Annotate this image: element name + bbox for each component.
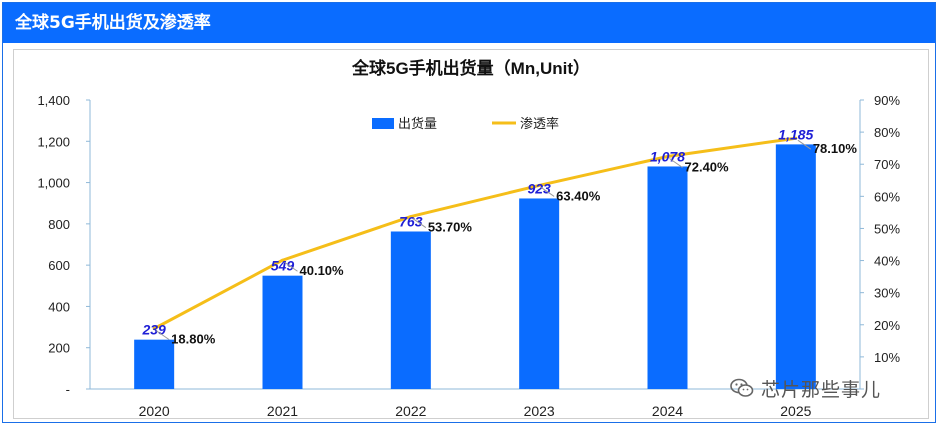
right-tick-label: 30% [874, 286, 900, 301]
bar [647, 166, 688, 389]
chart-area: 全球5G手机出货量（Mn,Unit） - 200 400 600 800 1,000 1,20… [13, 49, 929, 419]
bar-data-label: 549 [271, 258, 295, 274]
chart-frame: 全球5G手机出货及渗透率 全球5G手机出货量（Mn,Unit） - 200 400 60… [2, 2, 936, 423]
left-tick-label: 800 [48, 217, 70, 232]
right-tick-label: 50% [874, 221, 900, 236]
right-tick-label: 80% [874, 125, 900, 140]
left-tick-label: 600 [48, 258, 70, 273]
right-tick-label: 70% [874, 157, 900, 172]
line-series-path [153, 136, 797, 330]
line-data-label: 78.10% [813, 141, 858, 156]
bar-data-label: 923 [527, 180, 551, 196]
line-point [666, 155, 669, 159]
bar [134, 339, 175, 389]
legend-bar-swatch [372, 118, 394, 129]
bar-data-label: 763 [399, 213, 423, 229]
x-tick-label: 2025 [780, 403, 811, 418]
line-label-leader [540, 187, 555, 197]
right-tick-label: 10% [874, 350, 900, 365]
left-tick-label: 400 [48, 299, 70, 314]
line-data-label: 63.40% [556, 188, 601, 203]
left-tick-label: 1,000 [37, 176, 70, 191]
right-tick-label: 40% [874, 254, 900, 269]
line-data-label: 40.10% [300, 263, 345, 278]
bar-data-label: 1,185 [778, 126, 813, 142]
line-point [409, 215, 413, 219]
watermark-text: 芯片那些事儿 [761, 378, 882, 401]
left-tick-label: 1,200 [37, 134, 70, 149]
x-tick-label: 2024 [652, 403, 683, 418]
right-tick-label: 20% [874, 318, 900, 333]
bar [390, 231, 431, 389]
line-label-leader [669, 158, 683, 168]
line-data-label: 72.40% [685, 160, 730, 175]
x-tick-label: 2020 [139, 403, 170, 418]
left-tick-label: 1,400 [37, 93, 70, 108]
bar [262, 275, 303, 389]
chart-svg: 全球5G手机出货量（Mn,Unit） - 200 400 600 800 1,000 1,20… [37, 58, 900, 419]
bar [775, 144, 816, 389]
right-tick-label: 60% [874, 189, 900, 204]
legend-bar-label: 出货量 [398, 116, 437, 131]
left-tick-label: 200 [48, 341, 70, 356]
line-point [794, 136, 798, 140]
x-tick-label: 2023 [524, 403, 555, 418]
watermark: 芯片那些事儿 [729, 375, 881, 401]
bar [519, 198, 560, 389]
line-data-label: 18.80% [171, 332, 216, 347]
line-data-label: 53.70% [428, 220, 473, 235]
x-tick-label: 2021 [267, 403, 298, 418]
line-point [152, 327, 156, 331]
right-tick-label: 90% [874, 93, 900, 108]
bar-data-label: 1,078 [650, 148, 685, 164]
page-title: 全球5G手机出货及渗透率 [3, 3, 935, 43]
x-tick-label: 2022 [395, 403, 426, 418]
line-point [281, 258, 284, 262]
line-label-leader [284, 261, 298, 272]
line-label-leader [412, 218, 427, 228]
left-tick-label: - [66, 382, 70, 397]
legend-line-label: 渗透率 [520, 116, 559, 131]
line-label-leader [155, 330, 170, 341]
line-label-leader [797, 139, 812, 150]
wechat-icon [730, 378, 754, 397]
line-point [537, 183, 541, 187]
chart-title: 全球5G手机出货量（Mn,Unit） [351, 58, 590, 78]
